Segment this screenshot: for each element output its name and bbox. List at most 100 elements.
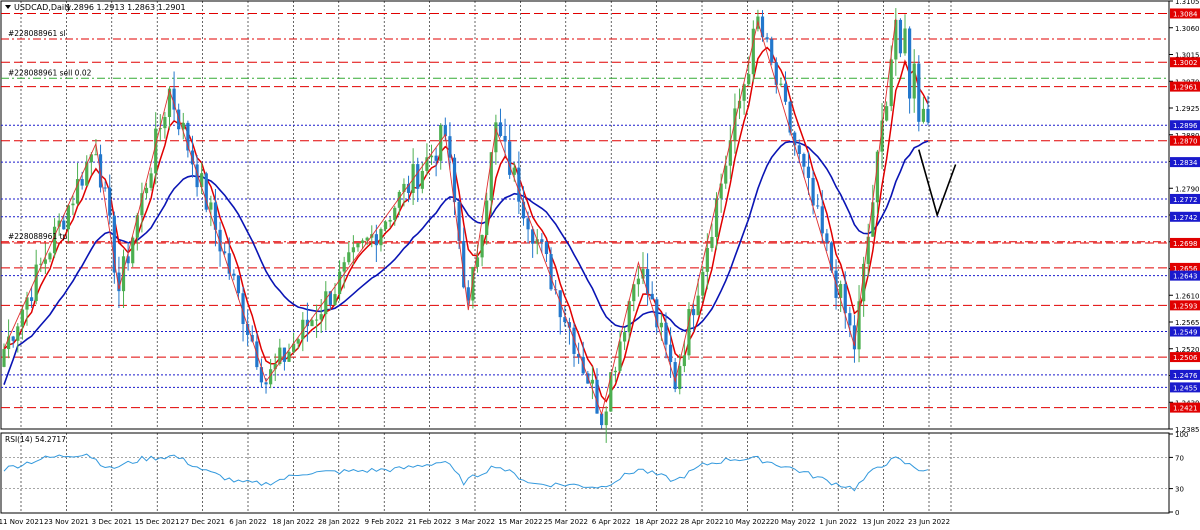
- red-level-price-label: 1.2698: [1173, 240, 1198, 248]
- candle-body: [825, 233, 829, 243]
- candle-body: [462, 240, 466, 288]
- candle-body: [848, 313, 852, 326]
- candle-body: [296, 339, 300, 344]
- candle-body: [108, 187, 112, 216]
- red-level-price-box: [1170, 8, 1200, 19]
- collapse-triangle-icon[interactable]: [5, 5, 11, 9]
- candle-body: [480, 235, 484, 258]
- candle-body: [34, 264, 38, 302]
- candle-body: [167, 88, 172, 118]
- candle-body: [724, 165, 728, 184]
- candle-body: [875, 151, 880, 203]
- time-tick-label: 18 Jan 2022: [272, 518, 314, 526]
- candle-body: [852, 325, 857, 350]
- time-tick-label: 28 Apr 2022: [680, 518, 723, 526]
- candle-body: [158, 128, 162, 130]
- candle-body: [641, 269, 645, 279]
- candle-body: [609, 372, 613, 412]
- candle-body: [737, 100, 742, 109]
- time-tick-label: 20 May 2022: [770, 518, 816, 526]
- candle-body: [793, 132, 797, 146]
- candle-body: [425, 157, 429, 171]
- rsi-tick-label: 0: [1175, 509, 1179, 517]
- candle-body: [733, 108, 737, 141]
- candle-body: [797, 145, 801, 155]
- candle-body: [374, 234, 378, 246]
- candle-body: [820, 206, 824, 234]
- time-tick-label: 15 Dec 2021: [135, 518, 180, 526]
- time-tick-label: 6 Jan 2022: [229, 518, 267, 526]
- candle-body: [655, 299, 659, 328]
- candle-body: [85, 162, 89, 186]
- red-level-price-box: [1170, 402, 1200, 413]
- candle-body: [889, 59, 893, 107]
- candle-body: [452, 157, 457, 203]
- candle-body: [839, 284, 843, 298]
- candle-body: [43, 259, 47, 264]
- blue-level-price-label: 1.2742: [1173, 214, 1198, 222]
- candle-body: [618, 341, 622, 371]
- candle-body: [292, 343, 296, 352]
- candle-body: [416, 164, 420, 189]
- projection: [918, 149, 957, 218]
- candle-body: [926, 108, 930, 123]
- candle-body: [595, 379, 599, 414]
- candle-body: [636, 278, 640, 285]
- candle-body: [420, 170, 424, 189]
- time-tick-label: 27 Dec 2021: [180, 518, 225, 526]
- blue-level-price-label: 1.2455: [1173, 384, 1198, 392]
- candle-body: [714, 198, 719, 237]
- candle-body: [112, 215, 116, 273]
- candle-body: [512, 167, 516, 175]
- candle-body: [103, 187, 107, 189]
- red-level-price-label: 1.2593: [1173, 302, 1198, 310]
- candle-body: [673, 362, 677, 390]
- candle-body: [563, 317, 567, 323]
- time-tick-label: 9 Feb 2022: [365, 518, 404, 526]
- candle-body: [765, 37, 769, 40]
- candle-body: [728, 140, 732, 166]
- candle-body: [664, 322, 668, 345]
- red-level-price-label: 1.2421: [1173, 405, 1198, 413]
- candle-body: [701, 271, 705, 296]
- candle-body: [489, 152, 493, 201]
- red-level-price-label: 1.2961: [1173, 84, 1198, 92]
- candle-body: [186, 122, 190, 151]
- zigzag-line: [3, 18, 897, 416]
- red-level-price-label: 1.2506: [1173, 354, 1198, 362]
- candle-body: [811, 177, 815, 206]
- rsi-tick-label: 100: [1175, 431, 1188, 439]
- time-tick-label: 21 Feb 2022: [408, 518, 452, 526]
- candle-body: [448, 136, 452, 158]
- candle-body: [668, 344, 673, 363]
- blue-level-price-label: 1.2476: [1173, 372, 1198, 380]
- candle-body: [751, 28, 755, 75]
- candle-body: [691, 309, 696, 316]
- candle-body: [393, 207, 397, 220]
- time-axis: 11 Nov 2021 23 Nov 2021 3 Dec 2021 15 Dec 2…: [0, 518, 950, 526]
- candle-body: [131, 237, 135, 264]
- slow-moving-average-line: [3, 140, 929, 385]
- blue-level-price-label: 1.2834: [1173, 159, 1198, 167]
- candle-body: [269, 369, 273, 385]
- candle-body: [705, 247, 709, 272]
- candle-body: [857, 301, 861, 350]
- candle-body: [62, 220, 66, 230]
- candle-body: [471, 266, 475, 301]
- candle-body: [779, 83, 783, 85]
- candle-body: [903, 28, 907, 54]
- time-tick-label: 10 May 2022: [725, 518, 771, 526]
- candle-body: [719, 183, 723, 199]
- candle-body: [613, 370, 618, 373]
- candle-body: [52, 226, 57, 254]
- projection-line: [918, 149, 957, 218]
- candle-body: [57, 220, 61, 227]
- candle-body: [549, 254, 553, 290]
- candle-body: [200, 173, 204, 188]
- candle-body: [264, 382, 268, 385]
- red-level-price-box: [1170, 352, 1200, 363]
- candle-body: [250, 334, 254, 342]
- candle-body: [144, 187, 149, 194]
- blue-level-price-box: [1170, 382, 1200, 393]
- candle-body: [71, 203, 75, 206]
